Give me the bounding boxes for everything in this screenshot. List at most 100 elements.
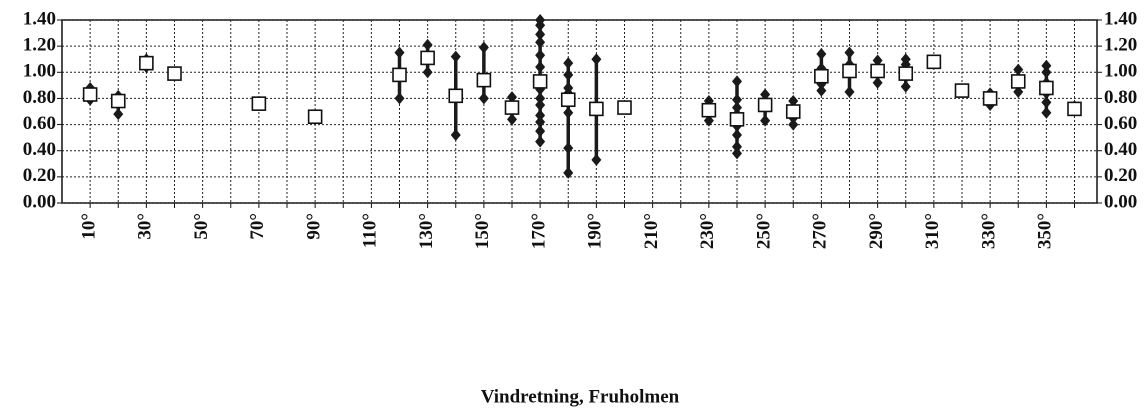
mean-marker: [814, 68, 829, 84]
mean-marker: [110, 93, 126, 109]
data-point: [422, 66, 433, 79]
data-point: [450, 50, 461, 63]
data-point: [900, 80, 911, 93]
x-axis-label: Vindretning, Fruholmen: [481, 386, 680, 407]
y2-tick-label: 0.60: [1104, 113, 1137, 134]
data-point: [535, 125, 546, 138]
x-tick-label: 70°: [247, 213, 268, 240]
y-tick-label: 0.40: [23, 139, 56, 160]
x-tick-label: 350°: [1035, 213, 1056, 249]
mean-marker: [307, 109, 323, 125]
mean-marker: [1039, 80, 1054, 96]
y2-tick-label: 0.80: [1104, 87, 1137, 108]
mean-marker: [757, 97, 773, 113]
data-point: [563, 57, 574, 70]
data-point: [788, 95, 799, 108]
y-tick-label: 0.80: [23, 87, 56, 108]
mean-marker: [420, 50, 435, 66]
data-point: [732, 93, 742, 106]
x-tick-label: 130°: [416, 213, 437, 249]
data-point: [535, 28, 546, 41]
x-tick-label: 250°: [753, 213, 774, 249]
data-point: [844, 85, 855, 98]
data-point: [450, 129, 461, 142]
x-tick-label: 190°: [585, 213, 606, 249]
data-point: [591, 153, 602, 166]
data-point: [563, 106, 574, 119]
data-point: [507, 91, 517, 104]
data-point: [732, 129, 742, 142]
mean-marker: [448, 88, 464, 104]
data-point: [535, 19, 546, 32]
mean-marker: [1067, 101, 1082, 117]
y2-tick-label: 1.00: [1104, 61, 1137, 82]
y2-tick-label: 0.20: [1104, 165, 1137, 186]
data-point: [872, 76, 883, 89]
data-point: [591, 53, 602, 66]
data-point: [732, 75, 742, 88]
mean-marker: [785, 104, 801, 119]
data-point: [760, 88, 771, 101]
mean-marker: [392, 67, 407, 83]
data-point: [507, 113, 517, 126]
data-point: [394, 92, 405, 105]
data-point: [563, 142, 574, 155]
data-point: [563, 166, 574, 179]
y-tick-label: 0.20: [23, 165, 56, 186]
x-tick-label: 270°: [810, 213, 831, 249]
mean-marker: [1010, 74, 1026, 89]
x-tick-label: 290°: [866, 213, 887, 249]
mean-marker: [139, 55, 154, 71]
y2-tick-label: 0.40: [1104, 139, 1137, 160]
data-point: [478, 92, 489, 105]
data-point: [844, 46, 855, 59]
y-tick-label: 1.40: [23, 8, 56, 29]
data-point: [563, 68, 574, 81]
data-point: [732, 140, 742, 153]
data-point: [535, 98, 546, 111]
mean-marker: [167, 66, 182, 81]
y2-tick-label: 0.00: [1104, 191, 1137, 212]
data-point: [1041, 106, 1052, 119]
x-tick-label: 30°: [135, 213, 156, 240]
data-point: [1041, 66, 1052, 79]
y-tick-label: 1.20: [23, 35, 56, 56]
data-point: [816, 47, 827, 60]
data-point: [535, 115, 546, 128]
x-tick-label: 10°: [78, 213, 99, 240]
data-point: [394, 46, 405, 59]
x-tick-label: 330°: [978, 213, 999, 249]
data-point: [732, 147, 742, 160]
x-tick-label: 110°: [360, 213, 381, 248]
mean-marker: [82, 87, 98, 102]
data-point: [788, 118, 799, 131]
data-point: [1013, 85, 1024, 98]
data-point: [703, 114, 714, 127]
mean-marker: [560, 92, 576, 108]
mean-marker: [954, 83, 970, 98]
data-point: [535, 49, 546, 62]
data-point: [113, 108, 124, 121]
x-tick-label: 90°: [303, 213, 324, 240]
y2-tick-label: 1.40: [1104, 8, 1137, 29]
data-point: [816, 84, 827, 97]
data-point: [760, 114, 771, 127]
y-tick-label: 0.00: [23, 191, 56, 212]
mean-marker: [476, 72, 492, 88]
x-tick-label: 170°: [528, 213, 549, 249]
data-point: [535, 92, 546, 105]
plot-frame: [61, 19, 1098, 204]
mean-marker: [617, 100, 632, 115]
data-point: [535, 109, 546, 122]
x-tick-label: 310°: [922, 213, 943, 249]
x-tick-label: 150°: [472, 213, 493, 249]
data-point: [872, 54, 883, 67]
data-point: [535, 36, 546, 49]
mean-marker: [701, 102, 717, 118]
y-tick-label: 0.60: [23, 113, 56, 134]
mean-marker: [898, 66, 914, 81]
x-tick-label: 230°: [697, 213, 718, 249]
mean-marker: [842, 63, 857, 79]
data-point: [535, 61, 546, 74]
